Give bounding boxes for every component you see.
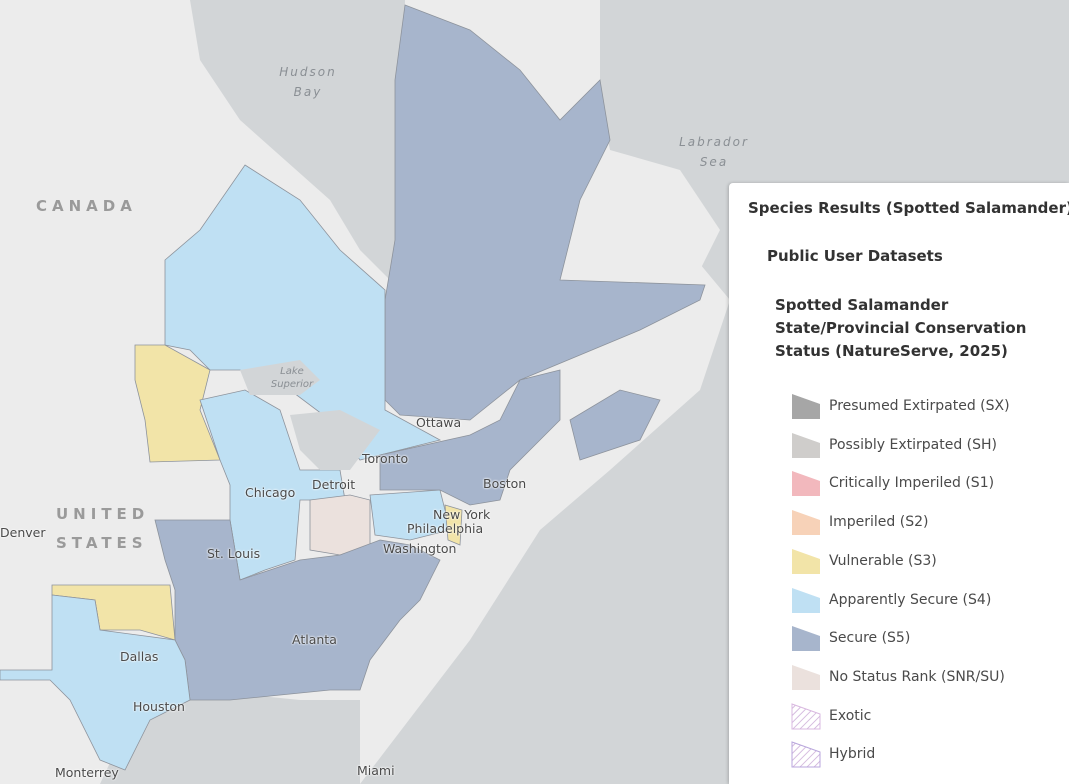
region-s5 [569, 389, 661, 461]
legend-item: Possibly Extirpated (SH) [791, 430, 997, 460]
legend-item: Vulnerable (S3) [791, 546, 937, 576]
legend-label: Imperiled (S2) [829, 514, 929, 531]
city-label: Toronto [362, 451, 409, 466]
legend-item: Hybrid [791, 739, 875, 769]
swatch [792, 394, 820, 419]
swatch [792, 471, 820, 497]
legend-layer: Spotted Salamander State/Provincial Cons… [775, 296, 1027, 360]
legend-swatch [792, 471, 820, 497]
legend-label: Secure (S5) [829, 630, 911, 647]
legend-swatch [792, 626, 820, 652]
swatch [792, 664, 820, 690]
legend-swatch [791, 741, 821, 768]
legend-swatch [792, 587, 820, 613]
legend-swatch [791, 702, 821, 730]
legend-item: No Status Rank (SNR/SU) [791, 662, 1005, 692]
legend-label: Vulnerable (S3) [829, 552, 937, 569]
legend-item: Apparently Secure (S4) [791, 585, 991, 615]
region-snr [309, 494, 371, 556]
legend-label: Hybrid [829, 746, 876, 763]
city-label: Monterrey [55, 765, 119, 780]
city-label: Detroit [312, 477, 356, 492]
swatch [792, 587, 820, 613]
legend-swatch [792, 548, 820, 574]
legend-label: Presumed Extirpated (SX) [829, 398, 1010, 414]
legend-item: Imperiled (S2) [791, 507, 928, 537]
water-label: Hudson Bay [279, 65, 337, 99]
gulf [100, 690, 360, 784]
city-label: Denver [0, 525, 46, 540]
legend-item: Secure (S5) [791, 623, 910, 653]
country-label: CANADA [36, 197, 137, 215]
city-label: Boston [483, 476, 527, 491]
city-label: Atlanta [292, 632, 337, 647]
legend-group: Public User Datasets [767, 247, 943, 265]
legend-label: Exotic [829, 707, 872, 724]
legend-swatch [792, 432, 820, 458]
swatch [792, 432, 820, 458]
city-label: Washington [383, 541, 457, 556]
legend-title: Species Results (Spotted Salamander) [748, 199, 1069, 217]
legend-panel: Species Results (Spotted Salamander) Pub… [729, 183, 1069, 784]
lake [290, 410, 380, 470]
city-label: Miami [357, 763, 395, 778]
legend-label: Possibly Extirpated (SH) [829, 436, 998, 453]
country-label: UNITED STATES [56, 505, 150, 552]
city-label: New York [433, 507, 491, 522]
water-label: Lake Superior [270, 366, 314, 390]
legend-item: Presumed Extirpated (SX) [791, 391, 1010, 421]
legend-swatch [792, 394, 820, 419]
city-label: Philadelphia [407, 521, 484, 536]
legend-label: Apparently Secure (S4) [829, 591, 992, 608]
lake [240, 360, 320, 395]
region-s4 [369, 489, 451, 541]
city-label: Ottawa [416, 415, 462, 430]
region-s5 [379, 369, 561, 506]
legend-item: Critically Imperiled (S1) [791, 468, 994, 498]
region-s4 [0, 594, 191, 771]
city-label: Chicago [245, 485, 296, 500]
water-label: Labrador Sea [679, 135, 749, 169]
legend-swatch [792, 664, 820, 690]
legend-label: No Status Rank (SNR/SU) [829, 668, 1005, 685]
legend-label: Critically Imperiled (S1) [829, 475, 995, 492]
region-s3 [444, 504, 463, 546]
legend-item: Exotic [791, 701, 871, 731]
newfoundland-land [600, 150, 720, 270]
swatch [791, 702, 821, 730]
city-label: Houston [133, 699, 185, 714]
swatch [792, 548, 820, 574]
swatch [792, 510, 820, 536]
hudson-bay [190, 0, 405, 290]
legend-swatch [792, 510, 820, 536]
region-s4 [199, 389, 346, 581]
swatch [791, 741, 821, 768]
city-label: Dallas [120, 649, 159, 664]
swatch [792, 626, 820, 652]
city-label: St. Louis [207, 546, 261, 561]
